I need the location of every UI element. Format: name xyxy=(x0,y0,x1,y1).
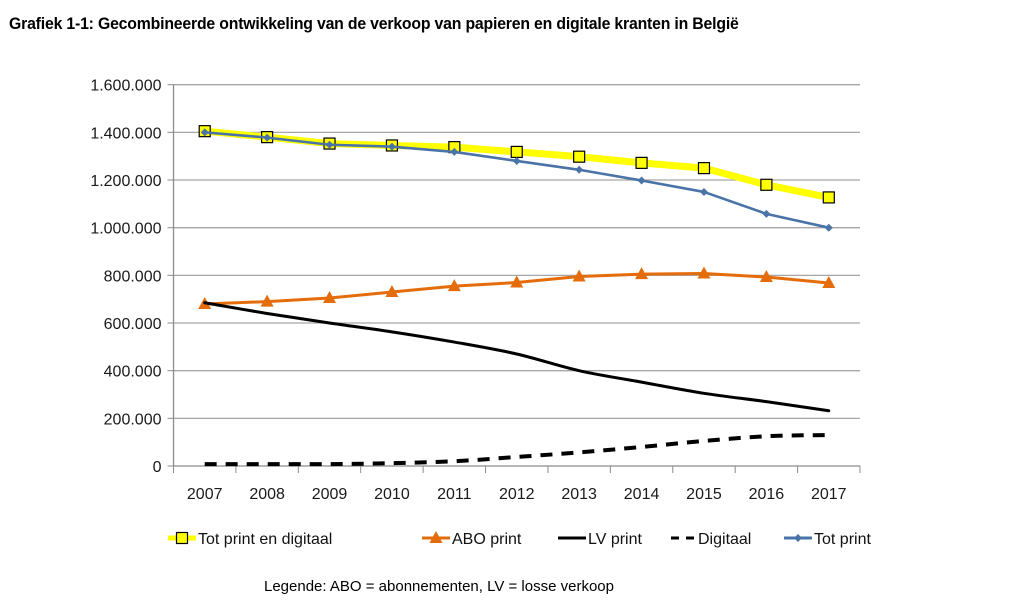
marker-square xyxy=(635,156,648,169)
y-tick-label: 0 xyxy=(153,459,162,476)
marker-triangle xyxy=(822,275,836,288)
series-lv-print xyxy=(203,301,831,413)
marker-diamond xyxy=(450,147,459,156)
marker-diamond xyxy=(575,165,584,174)
legend-item-tot-print-en-digitaal: Tot print en digitaal xyxy=(168,531,332,548)
x-tick-label: 2013 xyxy=(561,486,597,503)
marker-square xyxy=(175,531,189,545)
legend-label: Tot print en digitaal xyxy=(198,531,332,548)
y-tick-label: 600.000 xyxy=(104,316,162,333)
x-tick-label: 2015 xyxy=(686,486,722,503)
y-tick-label: 1.000.000 xyxy=(90,221,161,238)
marker-diamond xyxy=(512,156,521,165)
legend-label: Digitaal xyxy=(698,531,751,548)
x-tick-label: 2016 xyxy=(749,486,785,503)
series-line xyxy=(204,433,829,467)
legend: Tot print en digitaal ABO print LV print Di… xyxy=(168,531,871,548)
series-tot-print xyxy=(200,128,833,232)
marker-triangle xyxy=(260,294,274,307)
x-tick-label: 2009 xyxy=(312,486,348,503)
marker-diamond xyxy=(263,133,272,142)
series xyxy=(198,125,836,467)
x-tick-label: 2011 xyxy=(437,486,472,503)
marker-square xyxy=(760,178,773,191)
y-tick-label: 200.000 xyxy=(104,411,162,428)
marker-square xyxy=(697,162,711,175)
y-tick-label: 1.400.000 xyxy=(90,125,161,142)
legend-item-lv-print: LV print xyxy=(558,531,643,548)
marker-triangle xyxy=(447,279,461,292)
marker-diamond xyxy=(637,176,646,185)
x-tick-label: 2017 xyxy=(811,486,847,503)
marker-square xyxy=(510,145,523,159)
series-abo-print xyxy=(198,266,836,309)
legend-item-digitaal: Digitaal xyxy=(671,531,751,548)
x-tick-label: 2014 xyxy=(624,486,660,503)
marker-triangle xyxy=(635,267,649,280)
chart-title: Grafiek 1-1: Gecombineerde ontwikkeling … xyxy=(9,14,739,33)
marker-triangle xyxy=(323,290,337,303)
marker-triangle xyxy=(429,531,443,543)
axes: 0 200.000 400.000 600.000 800.000 1.000.000 1.… xyxy=(90,78,861,503)
marker-triangle xyxy=(697,266,711,279)
chart-footnote: Legende: ABO = abonnementen, LV = losse … xyxy=(264,578,614,595)
marker-diamond xyxy=(325,140,334,149)
y-tick-label: 1.600.000 xyxy=(90,78,161,95)
legend-label: LV print xyxy=(588,531,643,548)
y-tick-label: 800.000 xyxy=(104,268,162,285)
marker-triangle xyxy=(510,275,524,288)
marker-square xyxy=(573,150,586,163)
marker-diamond xyxy=(794,534,802,542)
marker-diamond xyxy=(200,128,209,137)
marker-diamond xyxy=(762,209,771,218)
legend-item-tot-print: Tot print xyxy=(784,531,871,548)
marker-diamond xyxy=(387,142,396,151)
series-digitaal xyxy=(204,433,829,467)
y-tick-label: 400.000 xyxy=(104,364,162,381)
marker-diamond xyxy=(824,223,833,232)
x-tick-label: 2010 xyxy=(374,486,410,503)
marker-square xyxy=(822,191,835,204)
x-tick-label: 2012 xyxy=(499,486,535,503)
y-tick-label: 1.200.000 xyxy=(90,173,161,190)
legend-label: ABO print xyxy=(452,531,522,548)
marker-triangle xyxy=(385,285,399,298)
x-tick-label: 2007 xyxy=(187,486,223,503)
legend-item-abo-print: ABO print xyxy=(422,531,522,548)
marker-triangle xyxy=(759,270,773,283)
legend-label: Tot print xyxy=(814,531,871,548)
x-tick-label: 2008 xyxy=(249,486,285,503)
series-line xyxy=(203,301,831,413)
marker-triangle xyxy=(572,269,586,282)
marker-diamond xyxy=(699,187,708,196)
